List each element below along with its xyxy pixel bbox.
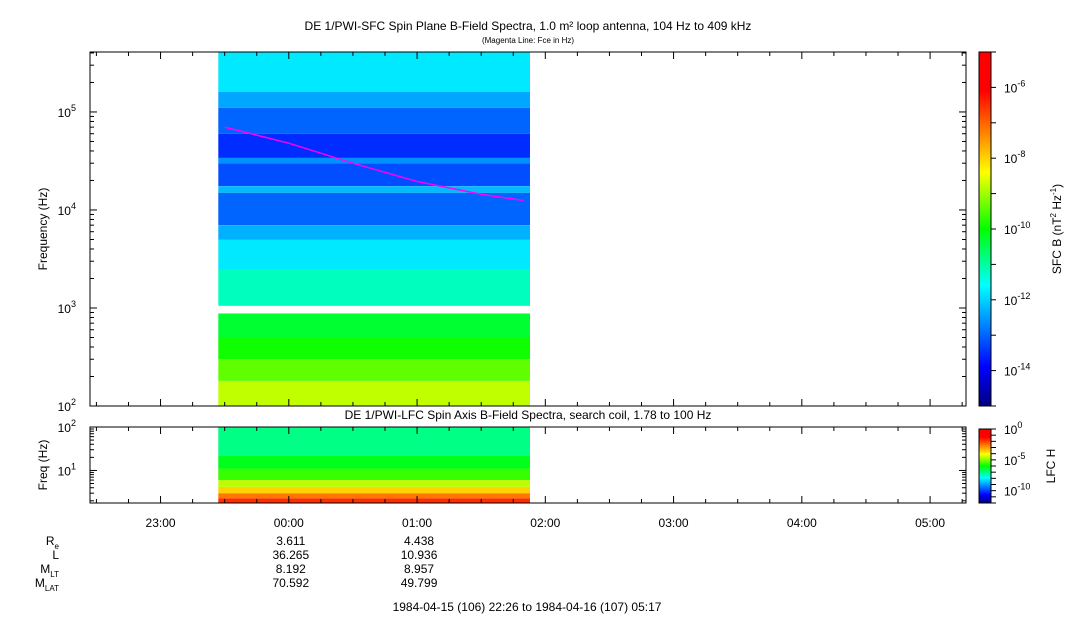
bottom-panel-title: DE 1/PWI-LFC Spin Axis B-Field Spectra, … [345, 408, 712, 422]
top-band [218, 163, 531, 187]
bottom-colorbar [978, 428, 992, 504]
bottom-colorbar-ticks: 100 10-5 10-10 [991, 420, 1030, 504]
top-colorbar-tick-label: 10-10 [1004, 220, 1030, 237]
fce-line [224, 126, 524, 202]
top-band [218, 107, 531, 134]
bottom-colorbar-label: LFC H [1044, 449, 1058, 484]
top-panel-subtitle: (Magenta Line: Fce in Hz) [482, 36, 574, 45]
time-axis: 23:00 00:00 01:00 02:00 03:00 04:00 05:00 [95, 52, 963, 530]
time-tick-label: 01:00 [402, 516, 432, 530]
top-colorbar [978, 51, 992, 407]
bottom-band [218, 493, 531, 499]
time-tick-label: 04:00 [787, 516, 817, 530]
top-panel-title: DE 1/PWI-SFC Spin Plane B-Field Spectra,… [305, 19, 752, 33]
bottom-colorbar-tick-label: 10-5 [1004, 451, 1025, 468]
bottom-band [218, 486, 531, 494]
ephemeris-value: 8.192 [276, 562, 306, 576]
top-band [218, 359, 531, 381]
top-panel-fce-line [224, 126, 524, 202]
bottom-band [218, 480, 531, 487]
time-range-label: 1984-04-15 (106) 22:26 to 1984-04-16 (10… [393, 600, 662, 614]
bottom-panel-frame [89, 426, 967, 504]
top-y-tick-label: 102 [58, 397, 76, 414]
ephemeris-value: 3.611 [276, 534, 305, 548]
top-colorbar-label: SFC B (nT2 Hz-1) [1049, 184, 1064, 274]
bottom-panel-y-label: Freq (Hz) [36, 440, 50, 491]
bottom-panel-spectrogram [218, 427, 531, 503]
time-tick-label: 05:00 [915, 516, 945, 530]
top-colorbar-tick-label: 10-12 [1004, 291, 1030, 308]
top-y-tick-label: 105 [58, 103, 76, 120]
bottom-band [218, 427, 531, 456]
bottom-band [218, 468, 531, 480]
top-band [218, 133, 531, 158]
bottom-y-tick-label: 101 [58, 461, 76, 478]
top-band [218, 192, 531, 226]
ephemeris-label: MLAT [35, 576, 59, 593]
top-y-tick-label: 104 [58, 201, 76, 218]
ephemeris-label: L [52, 548, 59, 562]
ephemeris-value: 10.936 [401, 548, 438, 562]
top-panel-spectrogram [217, 52, 531, 406]
ephemeris-value: 8.957 [404, 562, 434, 576]
top-band [218, 157, 531, 164]
ephemeris-table: Re 3.611 4.438 L 36.265 10.936 MLT 8.192 8.957 ML… [35, 534, 438, 593]
bottom-colorbar-tick-label: 10-10 [1004, 482, 1030, 499]
top-colorbar-tick-label: 10-14 [1004, 362, 1030, 379]
time-tick-label: 03:00 [659, 516, 689, 530]
top-band [218, 313, 531, 338]
ephemeris-value: 36.265 [272, 548, 309, 562]
bottom-band [218, 498, 531, 503]
top-data-gap [217, 305, 531, 314]
top-band [218, 92, 531, 108]
bottom-band [218, 455, 531, 469]
top-colorbar-ticks: 10-6 10-8 10-10 10-12 10-14 [991, 51, 1030, 407]
ephemeris-label: Re [46, 534, 60, 551]
top-y-tick-label: 103 [58, 299, 76, 316]
top-band [218, 337, 531, 360]
top-panel-frame [89, 51, 967, 407]
top-band [218, 225, 531, 240]
top-band [218, 52, 531, 92]
top-panel-y-label: Frequency (Hz) [36, 188, 50, 271]
ephemeris-value: 70.592 [272, 576, 309, 590]
ephemeris-value: 49.799 [401, 576, 438, 590]
time-tick-label: 02:00 [530, 516, 560, 530]
time-tick-label: 00:00 [274, 516, 304, 530]
top-colorbar-tick-label: 10-6 [1004, 78, 1025, 95]
top-band [218, 269, 531, 306]
ephemeris-label: MLT [40, 562, 59, 579]
bottom-colorbar-tick-label: 100 [1004, 420, 1022, 437]
top-band [218, 186, 531, 193]
bottom-y-tick-label: 102 [58, 418, 76, 435]
ephemeris-value: 4.438 [404, 534, 434, 548]
top-band [218, 239, 531, 269]
top-colorbar-tick-label: 10-8 [1004, 149, 1025, 166]
time-tick-label: 23:00 [146, 516, 176, 530]
top-band [218, 381, 531, 406]
top-panel-y-axis: 102 103 104 105 [58, 52, 966, 414]
